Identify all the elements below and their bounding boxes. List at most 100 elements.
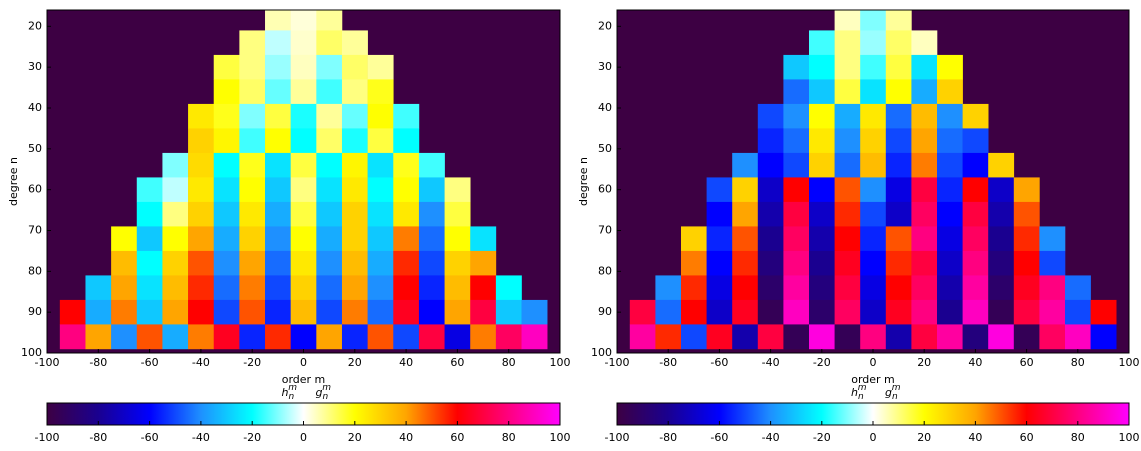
x-tick-label: 60	[1020, 356, 1034, 369]
cell	[962, 275, 989, 301]
cell	[239, 177, 266, 203]
cell	[732, 299, 759, 325]
cell	[316, 10, 343, 31]
cell	[757, 177, 784, 203]
cell	[1013, 201, 1040, 227]
cell	[162, 152, 189, 178]
cell	[860, 299, 887, 325]
cell	[316, 30, 343, 56]
cell	[937, 226, 963, 252]
cell	[316, 177, 343, 203]
cell	[1090, 299, 1117, 325]
cell	[265, 177, 291, 203]
colorbar-tick-label: 40	[399, 431, 413, 444]
cell	[316, 250, 343, 276]
cell	[885, 275, 912, 301]
cell	[341, 30, 368, 56]
cell	[341, 152, 368, 178]
cell	[188, 324, 215, 350]
cell	[885, 103, 912, 129]
cell	[239, 54, 266, 80]
cell	[162, 250, 189, 276]
cell	[860, 103, 887, 129]
cell	[937, 103, 963, 129]
cell	[213, 250, 240, 276]
cell	[495, 324, 522, 350]
x-tick-label: 40	[399, 356, 413, 369]
y-tick-label: 40	[598, 101, 612, 114]
cell	[834, 299, 861, 325]
label-base: h	[282, 386, 289, 399]
cell	[885, 152, 912, 178]
cell	[809, 103, 835, 129]
x-tick-label: -80	[659, 356, 677, 369]
cell	[111, 299, 138, 325]
colorbar-label: hnm	[282, 383, 298, 402]
cell	[732, 324, 759, 350]
cell	[757, 324, 784, 350]
cell	[783, 103, 810, 129]
cell	[681, 226, 707, 252]
cell	[162, 275, 189, 301]
cell	[188, 201, 215, 227]
x-tick-label: 100	[550, 356, 571, 369]
cell	[470, 226, 497, 252]
cell	[367, 201, 394, 227]
cell	[962, 250, 989, 276]
label-sub: n	[288, 392, 294, 402]
y-tick-label: 50	[598, 142, 612, 155]
cell	[706, 226, 733, 252]
cell	[136, 299, 163, 325]
cell	[290, 54, 317, 80]
y-tick-label: 70	[598, 224, 612, 237]
cell	[162, 201, 189, 227]
cell	[188, 250, 215, 276]
cell	[239, 275, 266, 301]
cell	[85, 275, 112, 301]
cell	[367, 128, 394, 154]
y-tick-label: 20	[28, 19, 42, 32]
cell	[162, 226, 189, 252]
cell	[265, 201, 291, 227]
cell	[681, 299, 707, 325]
cell	[418, 250, 445, 276]
cell	[706, 201, 733, 227]
y-tick-label: 90	[28, 305, 42, 318]
label-base: h	[851, 386, 858, 399]
cell	[988, 201, 1015, 227]
cell	[911, 177, 938, 203]
cell	[188, 226, 215, 252]
cell	[265, 324, 291, 350]
cell	[111, 250, 138, 276]
cell	[757, 152, 784, 178]
cell	[757, 128, 784, 154]
cell	[367, 250, 394, 276]
cell	[418, 152, 445, 178]
cell	[783, 152, 810, 178]
y-tick-label: 60	[28, 183, 42, 196]
cell	[757, 201, 784, 227]
cell	[1065, 299, 1091, 325]
cell	[860, 201, 887, 227]
cell	[885, 128, 912, 154]
cell	[783, 324, 810, 350]
cell	[367, 299, 394, 325]
cell	[213, 79, 240, 105]
colorbar-tick-label: -20	[813, 431, 831, 444]
cell	[341, 103, 368, 129]
cell	[495, 299, 522, 325]
cell	[188, 128, 215, 154]
colorbar-tick-label: 100	[550, 431, 571, 444]
cell	[706, 299, 733, 325]
cell	[911, 201, 938, 227]
cell	[937, 299, 963, 325]
colorbar-tick-label: -100	[35, 431, 60, 444]
cell	[1039, 324, 1066, 350]
cell	[316, 275, 343, 301]
cell	[681, 275, 707, 301]
cell	[418, 324, 445, 350]
cell	[962, 152, 989, 178]
cell	[213, 128, 240, 154]
cell	[393, 324, 420, 350]
